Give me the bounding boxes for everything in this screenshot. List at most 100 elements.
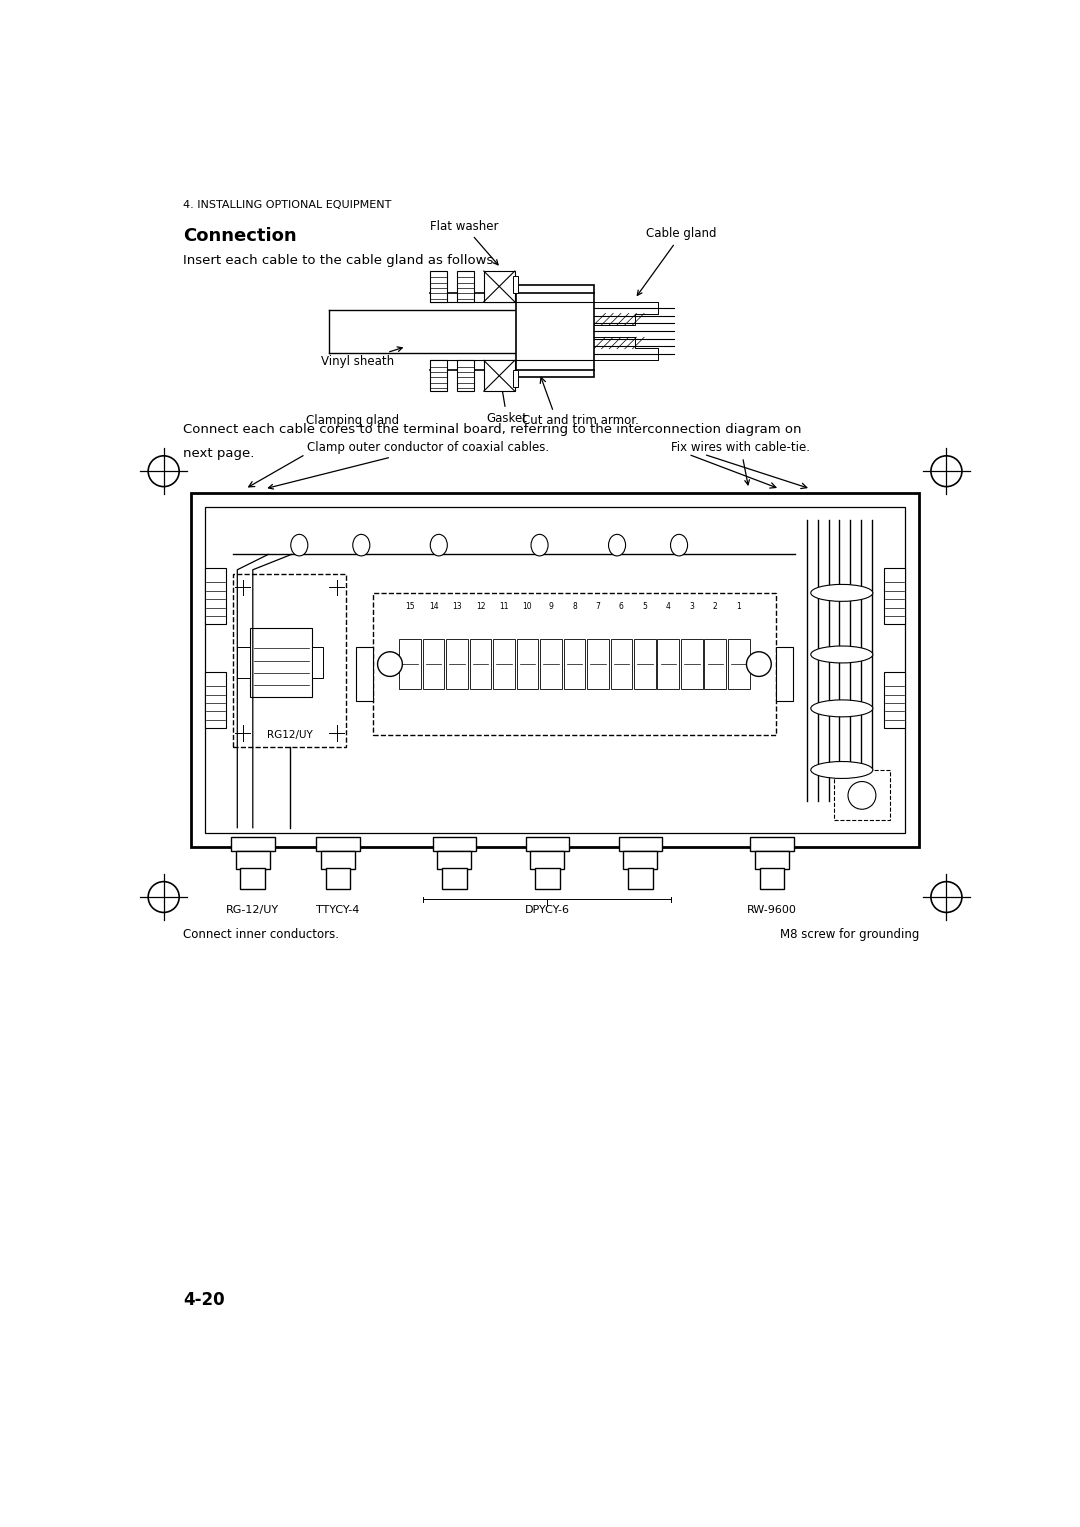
Text: 12: 12 (476, 602, 485, 611)
Bar (457, 270, 474, 302)
Text: Flat washer: Flat washer (430, 220, 499, 264)
Bar (588, 640, 609, 689)
Bar (422, 640, 445, 689)
Bar (373, 592, 775, 736)
Bar (205, 507, 905, 834)
Bar (494, 640, 515, 689)
Text: TTYCY-4: TTYCY-4 (316, 904, 360, 915)
Bar (513, 370, 517, 386)
Text: Vinyl sheath: Vinyl sheath (321, 347, 402, 368)
Bar (237, 647, 251, 678)
Ellipse shape (811, 762, 873, 779)
Text: RG-12/UY: RG-12/UY (226, 904, 280, 915)
Bar (728, 640, 750, 689)
Ellipse shape (811, 699, 873, 716)
Text: Cable gland: Cable gland (637, 228, 717, 295)
Circle shape (931, 457, 962, 487)
Bar (446, 640, 468, 689)
Bar (233, 574, 346, 747)
Text: 3: 3 (689, 602, 694, 611)
Text: 7: 7 (595, 602, 600, 611)
Text: Insert each cable to the cable gland as follows.: Insert each cable to the cable gland as … (183, 253, 498, 267)
Bar (513, 276, 517, 293)
Ellipse shape (811, 585, 873, 602)
Ellipse shape (608, 534, 625, 556)
Bar (241, 867, 266, 889)
Bar (321, 851, 355, 869)
Text: DPYCY-6: DPYCY-6 (525, 904, 570, 915)
Bar (430, 360, 446, 391)
Bar (205, 672, 227, 728)
Bar (316, 837, 360, 851)
Text: 10: 10 (523, 602, 532, 611)
Text: Connection: Connection (183, 228, 297, 246)
Circle shape (148, 457, 179, 487)
Bar (430, 270, 446, 302)
Text: 8: 8 (572, 602, 577, 611)
Text: Clamping gland: Clamping gland (306, 414, 399, 428)
Text: Gasket: Gasket (486, 385, 527, 425)
Bar (356, 647, 373, 701)
Bar (540, 640, 562, 689)
Bar (251, 628, 312, 696)
Text: 4. INSTALLING OPTIONAL EQUIPMENT: 4. INSTALLING OPTIONAL EQUIPMENT (183, 200, 391, 211)
Text: 11: 11 (499, 602, 509, 611)
Bar (516, 286, 594, 377)
Bar (759, 867, 784, 889)
Text: Connect inner conductors.: Connect inner conductors. (183, 928, 339, 941)
Text: RW-9600: RW-9600 (747, 904, 797, 915)
Circle shape (378, 652, 403, 676)
Bar (634, 640, 656, 689)
Bar (775, 647, 793, 701)
Circle shape (148, 881, 179, 913)
Ellipse shape (531, 534, 548, 556)
Bar (704, 640, 726, 689)
Bar (326, 867, 350, 889)
Bar (205, 568, 227, 623)
Text: 13: 13 (453, 602, 462, 611)
Bar (312, 647, 323, 678)
Circle shape (746, 652, 771, 676)
Bar (442, 867, 467, 889)
Bar (834, 770, 890, 820)
Bar (235, 851, 270, 869)
Bar (623, 851, 658, 869)
Bar (516, 640, 538, 689)
Bar (755, 851, 789, 869)
Bar (437, 851, 471, 869)
Text: 9: 9 (549, 602, 553, 611)
Text: 1: 1 (737, 602, 741, 611)
Ellipse shape (811, 646, 873, 663)
Bar (400, 640, 421, 689)
Text: 6: 6 (619, 602, 624, 611)
Bar (535, 867, 559, 889)
Text: 4: 4 (666, 602, 671, 611)
Bar (457, 360, 474, 391)
Text: 5: 5 (643, 602, 647, 611)
Bar (610, 640, 632, 689)
Text: 15: 15 (405, 602, 415, 611)
Ellipse shape (291, 534, 308, 556)
Bar (619, 837, 662, 851)
Text: M8 screw for grounding: M8 screw for grounding (780, 928, 919, 941)
Bar (484, 360, 515, 391)
Bar (433, 837, 476, 851)
Bar (530, 851, 565, 869)
Text: 14: 14 (429, 602, 438, 611)
Bar (751, 837, 794, 851)
Bar (883, 568, 905, 623)
Ellipse shape (353, 534, 369, 556)
Bar (680, 640, 703, 689)
Bar (526, 837, 569, 851)
Ellipse shape (671, 534, 688, 556)
Text: next page.: next page. (183, 446, 255, 460)
Text: RG12/UY: RG12/UY (267, 730, 312, 741)
Bar (658, 640, 679, 689)
Circle shape (848, 782, 876, 809)
Text: Cut and trim armor.: Cut and trim armor. (523, 414, 639, 428)
Bar (191, 493, 919, 847)
Ellipse shape (430, 534, 447, 556)
Circle shape (931, 881, 962, 913)
Bar (231, 837, 274, 851)
Text: Clamp outer conductor of coaxial cables.: Clamp outer conductor of coaxial cables. (269, 441, 549, 489)
